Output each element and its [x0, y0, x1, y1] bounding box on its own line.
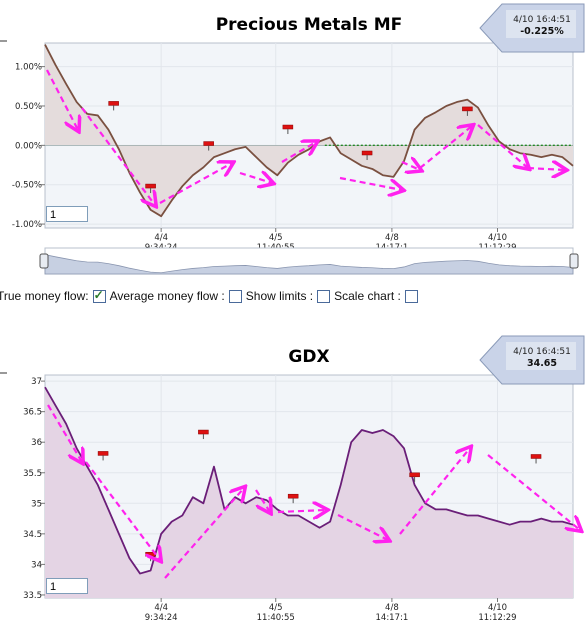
gdx-title: GDX — [288, 347, 329, 367]
pmmf-event-marker — [108, 101, 119, 106]
gdx-trend-arrow — [85, 461, 160, 560]
navigator-left-handle[interactable] — [39, 253, 49, 269]
pmmf-period-input[interactable]: 1 — [46, 206, 88, 222]
pmmf-x-tick-day: 4/5 — [269, 233, 283, 243]
pmmf-trend-arrow — [401, 162, 420, 170]
pmmf-trend-arrow — [159, 163, 232, 204]
gdx-event-marker — [530, 454, 542, 459]
gdx-badge-time: 4/10 16:4:51 — [513, 347, 571, 357]
gdx-event-marker — [198, 429, 209, 435]
show-limits-label: Show limits : — [245, 289, 314, 303]
gdx-x-tick-time: 14:17:1 — [376, 613, 409, 623]
gdx-y-tick-label: 37 — [31, 377, 42, 387]
gdx-series-area — [45, 387, 573, 598]
true-money-flow-checkbox[interactable] — [92, 288, 106, 303]
gdx-y-tick-label: 34 — [31, 560, 42, 570]
pmmf-trend-arrow — [281, 142, 316, 163]
gdx-y-tick-label: 36 — [31, 438, 42, 448]
pmmf-y-tick-label: 1.00% — [15, 63, 42, 73]
pmmf-trend-arrow — [477, 124, 528, 168]
gdx-x-tick-day: 4/4 — [154, 603, 168, 613]
average-money-flow-label: Average money flow : — [109, 289, 225, 303]
gdx-x-tick-day: 4/8 — [385, 603, 399, 613]
gdx-y-tick-label: 34.5 — [23, 530, 42, 540]
gdx-trend-arrow — [255, 489, 270, 512]
pmmf-range-navigator — [39, 247, 579, 275]
pmmf-x-tick-day: 4/10 — [488, 233, 507, 243]
pmmf-badge-inner — [506, 10, 576, 38]
gdx-trend-arrow — [47, 404, 82, 462]
gdx-event-marker — [409, 472, 420, 478]
gdx-y-tick-label: 35 — [31, 499, 42, 509]
pmmf-trend-arrow — [239, 173, 272, 183]
navigator-series — [44, 254, 574, 275]
pmmf-trend-arrow — [339, 176, 402, 190]
average-money-flow-checkbox[interactable] — [228, 289, 242, 303]
pmmf-y-tick-label: -1.00% — [12, 220, 42, 230]
pmmf-y-tick-label: 0.50% — [15, 102, 42, 112]
gdx-x-tick-time: 9:34:24 — [145, 613, 178, 623]
pmmf-y-tick-label: 0.00% — [15, 141, 42, 151]
true-money-flow-label: True money flow: — [0, 289, 89, 303]
pmmf-event-marker — [203, 141, 214, 146]
gdx-y-tick-label: 33.5 — [23, 591, 42, 601]
pmmf-badge-time: 4/10 16:4:51 — [513, 15, 571, 25]
pmmf-trend-arrow — [527, 168, 565, 170]
pmmf-event-marker — [462, 106, 473, 112]
gdx-badge-value: 34.65 — [527, 358, 557, 369]
scale-chart-label: Scale chart : — [334, 289, 401, 303]
pmmf-trend-arrow — [81, 107, 155, 205]
gdx-trend-arrow — [277, 510, 326, 512]
scale-chart-checkbox[interactable] — [404, 289, 418, 303]
pmmf-title: Precious Metals MF — [216, 15, 403, 35]
gdx-trend-arrow — [399, 448, 470, 535]
show-limits-checkbox[interactable] — [317, 289, 331, 303]
pmmf-x-tick-day: 4/4 — [154, 233, 168, 243]
chart-controls: True money flow: Average money flow : Sh… — [0, 288, 422, 303]
pmmf-trend-arrow — [46, 69, 78, 130]
pmmf-x-tick-day: 4/8 — [385, 233, 399, 243]
gdx-x-tick-time: 11:40:55 — [257, 613, 295, 623]
pmmf-trend-arrow — [419, 126, 472, 169]
gdx-series-line — [44, 386, 574, 575]
pmmf-value-badge: 4/10 16:4:51-0.225% — [479, 3, 585, 53]
gdx-event-marker — [97, 451, 109, 456]
gdx-x-tick-day: 4/5 — [269, 603, 283, 613]
pmmf-series-area — [45, 44, 573, 217]
gdx-y-tick-label: 36.5 — [23, 408, 42, 418]
gdx-period-input[interactable]: 1 — [46, 578, 88, 594]
gdx-chart: GDX 37 36.5 36 35.5 35 34.5 34 33.5 4/49:34:24 4/5… — [0, 335, 585, 623]
gdx-y-tick-label: 35.5 — [23, 469, 42, 479]
gdx-x-tick-time: 11:12:29 — [478, 613, 516, 623]
pmmf-badge-value: -0.225% — [520, 26, 564, 37]
gdx-badge-inner — [506, 342, 576, 370]
pmmf-event-marker — [145, 183, 156, 189]
pmmf-event-marker — [361, 150, 373, 156]
gdx-event-marker — [287, 493, 299, 499]
pmmf-y-tick-label: -0.50% — [12, 181, 42, 191]
pmmf-event-marker — [282, 124, 294, 130]
gdx-x-tick-day: 4/10 — [488, 603, 507, 613]
navigator-right-handle[interactable] — [569, 253, 579, 269]
